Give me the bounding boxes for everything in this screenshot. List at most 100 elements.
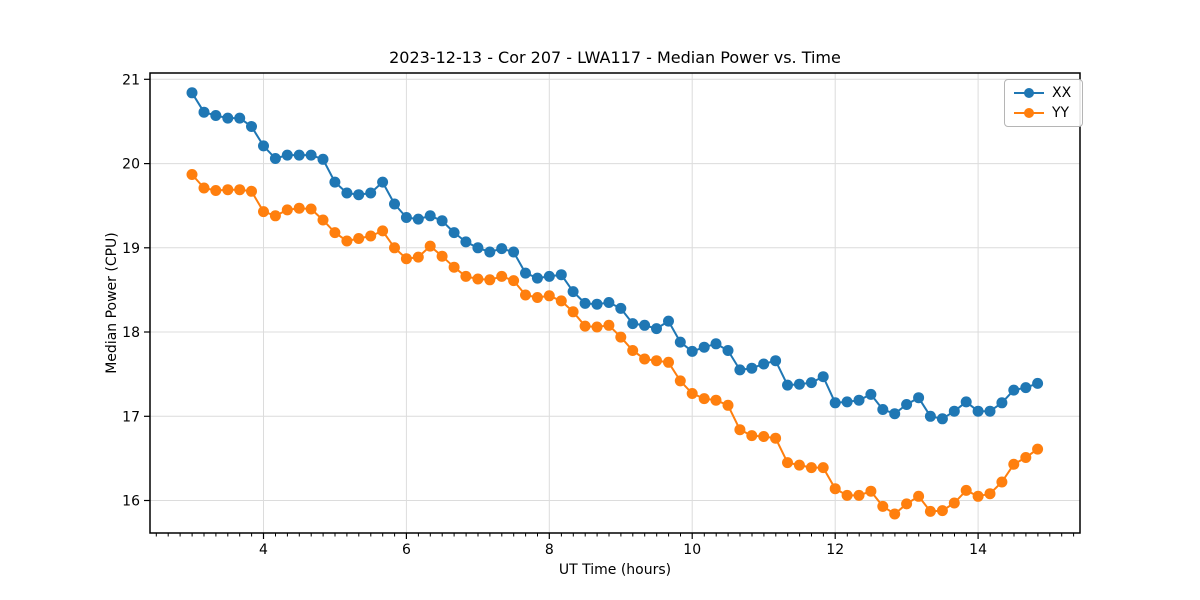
data-point-xx	[722, 345, 734, 356]
data-point-yy	[258, 206, 269, 218]
data-point-xx	[603, 297, 615, 308]
data-point-xx	[770, 355, 782, 367]
plot-border	[149, 72, 1081, 534]
data-point-xx	[400, 212, 412, 223]
data-point-yy	[400, 253, 412, 265]
data-point-yy	[543, 290, 555, 302]
data-point-xx	[484, 246, 496, 258]
data-point-yy	[924, 505, 936, 517]
data-point-yy	[186, 169, 198, 180]
data-point-xx	[913, 392, 925, 404]
y-tick-label: 19	[122, 241, 140, 257]
data-point-yy	[424, 240, 436, 252]
data-point-xx	[305, 149, 317, 161]
data-point-xx	[508, 246, 520, 258]
data-point-xx	[234, 112, 246, 124]
x-tick-label: 6	[402, 542, 411, 558]
series-line-yy	[191, 173, 1039, 515]
data-point-yy	[639, 353, 651, 365]
data-point-xx	[579, 297, 591, 309]
data-point-xx	[710, 338, 722, 350]
x-tick-label: 10	[683, 542, 701, 558]
data-point-xx	[865, 388, 877, 400]
data-point-xx	[1032, 377, 1044, 389]
x-tick-label: 14	[969, 542, 987, 558]
data-point-yy	[877, 500, 889, 512]
data-point-yy	[674, 375, 686, 387]
data-point-yy	[722, 399, 734, 411]
data-point-yy	[448, 261, 460, 273]
data-point-yy	[960, 484, 972, 496]
x-axis-label: UT Time (hours)	[558, 562, 672, 578]
x-tick-label: 4	[259, 542, 268, 558]
data-point-yy	[281, 204, 293, 216]
data-point-yy	[948, 497, 960, 509]
data-point-xx	[436, 215, 448, 227]
y-tick-label: 20	[122, 157, 140, 173]
data-point-yy	[698, 393, 710, 405]
data-point-yy	[746, 430, 758, 442]
data-point-yy	[567, 306, 579, 318]
data-point-yy	[353, 233, 365, 244]
legend: XX YY	[1004, 79, 1084, 127]
data-point-yy	[412, 251, 424, 263]
data-point-xx	[996, 397, 1008, 409]
data-point-xx	[341, 187, 353, 199]
data-point-xx	[222, 112, 234, 124]
data-point-xx	[258, 140, 269, 152]
data-point-xx	[734, 364, 746, 376]
data-point-xx	[186, 87, 198, 99]
data-point-yy	[377, 225, 389, 237]
data-point-xx	[663, 315, 674, 327]
data-point-yy	[984, 488, 996, 500]
data-point-xx	[615, 302, 627, 314]
data-point-yy	[782, 457, 793, 469]
data-point-yy	[472, 273, 484, 285]
data-point-xx	[936, 413, 948, 425]
data-point-yy	[829, 483, 841, 495]
data-point-yy	[853, 489, 865, 501]
series-line-xx	[191, 92, 1038, 420]
data-point-yy	[663, 356, 674, 368]
data-point-yy	[793, 459, 805, 471]
data-point-xx	[496, 243, 508, 255]
data-point-yy	[246, 185, 257, 197]
data-point-yy	[805, 462, 817, 474]
data-point-yy	[365, 230, 377, 242]
data-point-yy	[389, 242, 400, 254]
data-point-yy	[627, 345, 639, 356]
data-point-xx	[329, 176, 341, 188]
chart-title: 2023-12-13 - Cor 207 - LWA117 - Median P…	[389, 48, 841, 67]
data-point-yy	[936, 505, 948, 517]
data-point-yy	[913, 490, 925, 502]
data-point-yy	[198, 182, 210, 194]
data-point-xx	[293, 149, 305, 161]
data-point-yy	[865, 485, 877, 497]
data-point-xx	[805, 377, 817, 389]
data-point-xx	[210, 110, 222, 121]
data-point-yy	[770, 432, 782, 444]
data-point-xx	[198, 106, 210, 118]
data-point-yy	[1008, 458, 1020, 470]
data-point-yy	[591, 321, 603, 333]
x-tick-label: 12	[826, 542, 844, 558]
data-point-xx	[472, 242, 484, 254]
data-point-xx	[674, 336, 686, 348]
data-point-yy	[817, 462, 829, 474]
data-point-yy	[293, 202, 305, 214]
data-point-yy	[305, 203, 317, 215]
data-point-yy	[269, 210, 281, 222]
data-point-xx	[698, 341, 710, 353]
data-point-xx	[246, 121, 257, 132]
data-point-xx	[817, 371, 829, 383]
y-tick-label: 21	[122, 72, 140, 88]
data-point-yy	[1020, 452, 1032, 463]
data-point-xx	[389, 198, 400, 210]
data-point-xx	[531, 272, 543, 284]
data-point-xx	[841, 396, 853, 408]
data-point-yy	[222, 184, 234, 196]
data-point-xx	[889, 408, 901, 420]
data-point-yy	[1032, 443, 1044, 455]
